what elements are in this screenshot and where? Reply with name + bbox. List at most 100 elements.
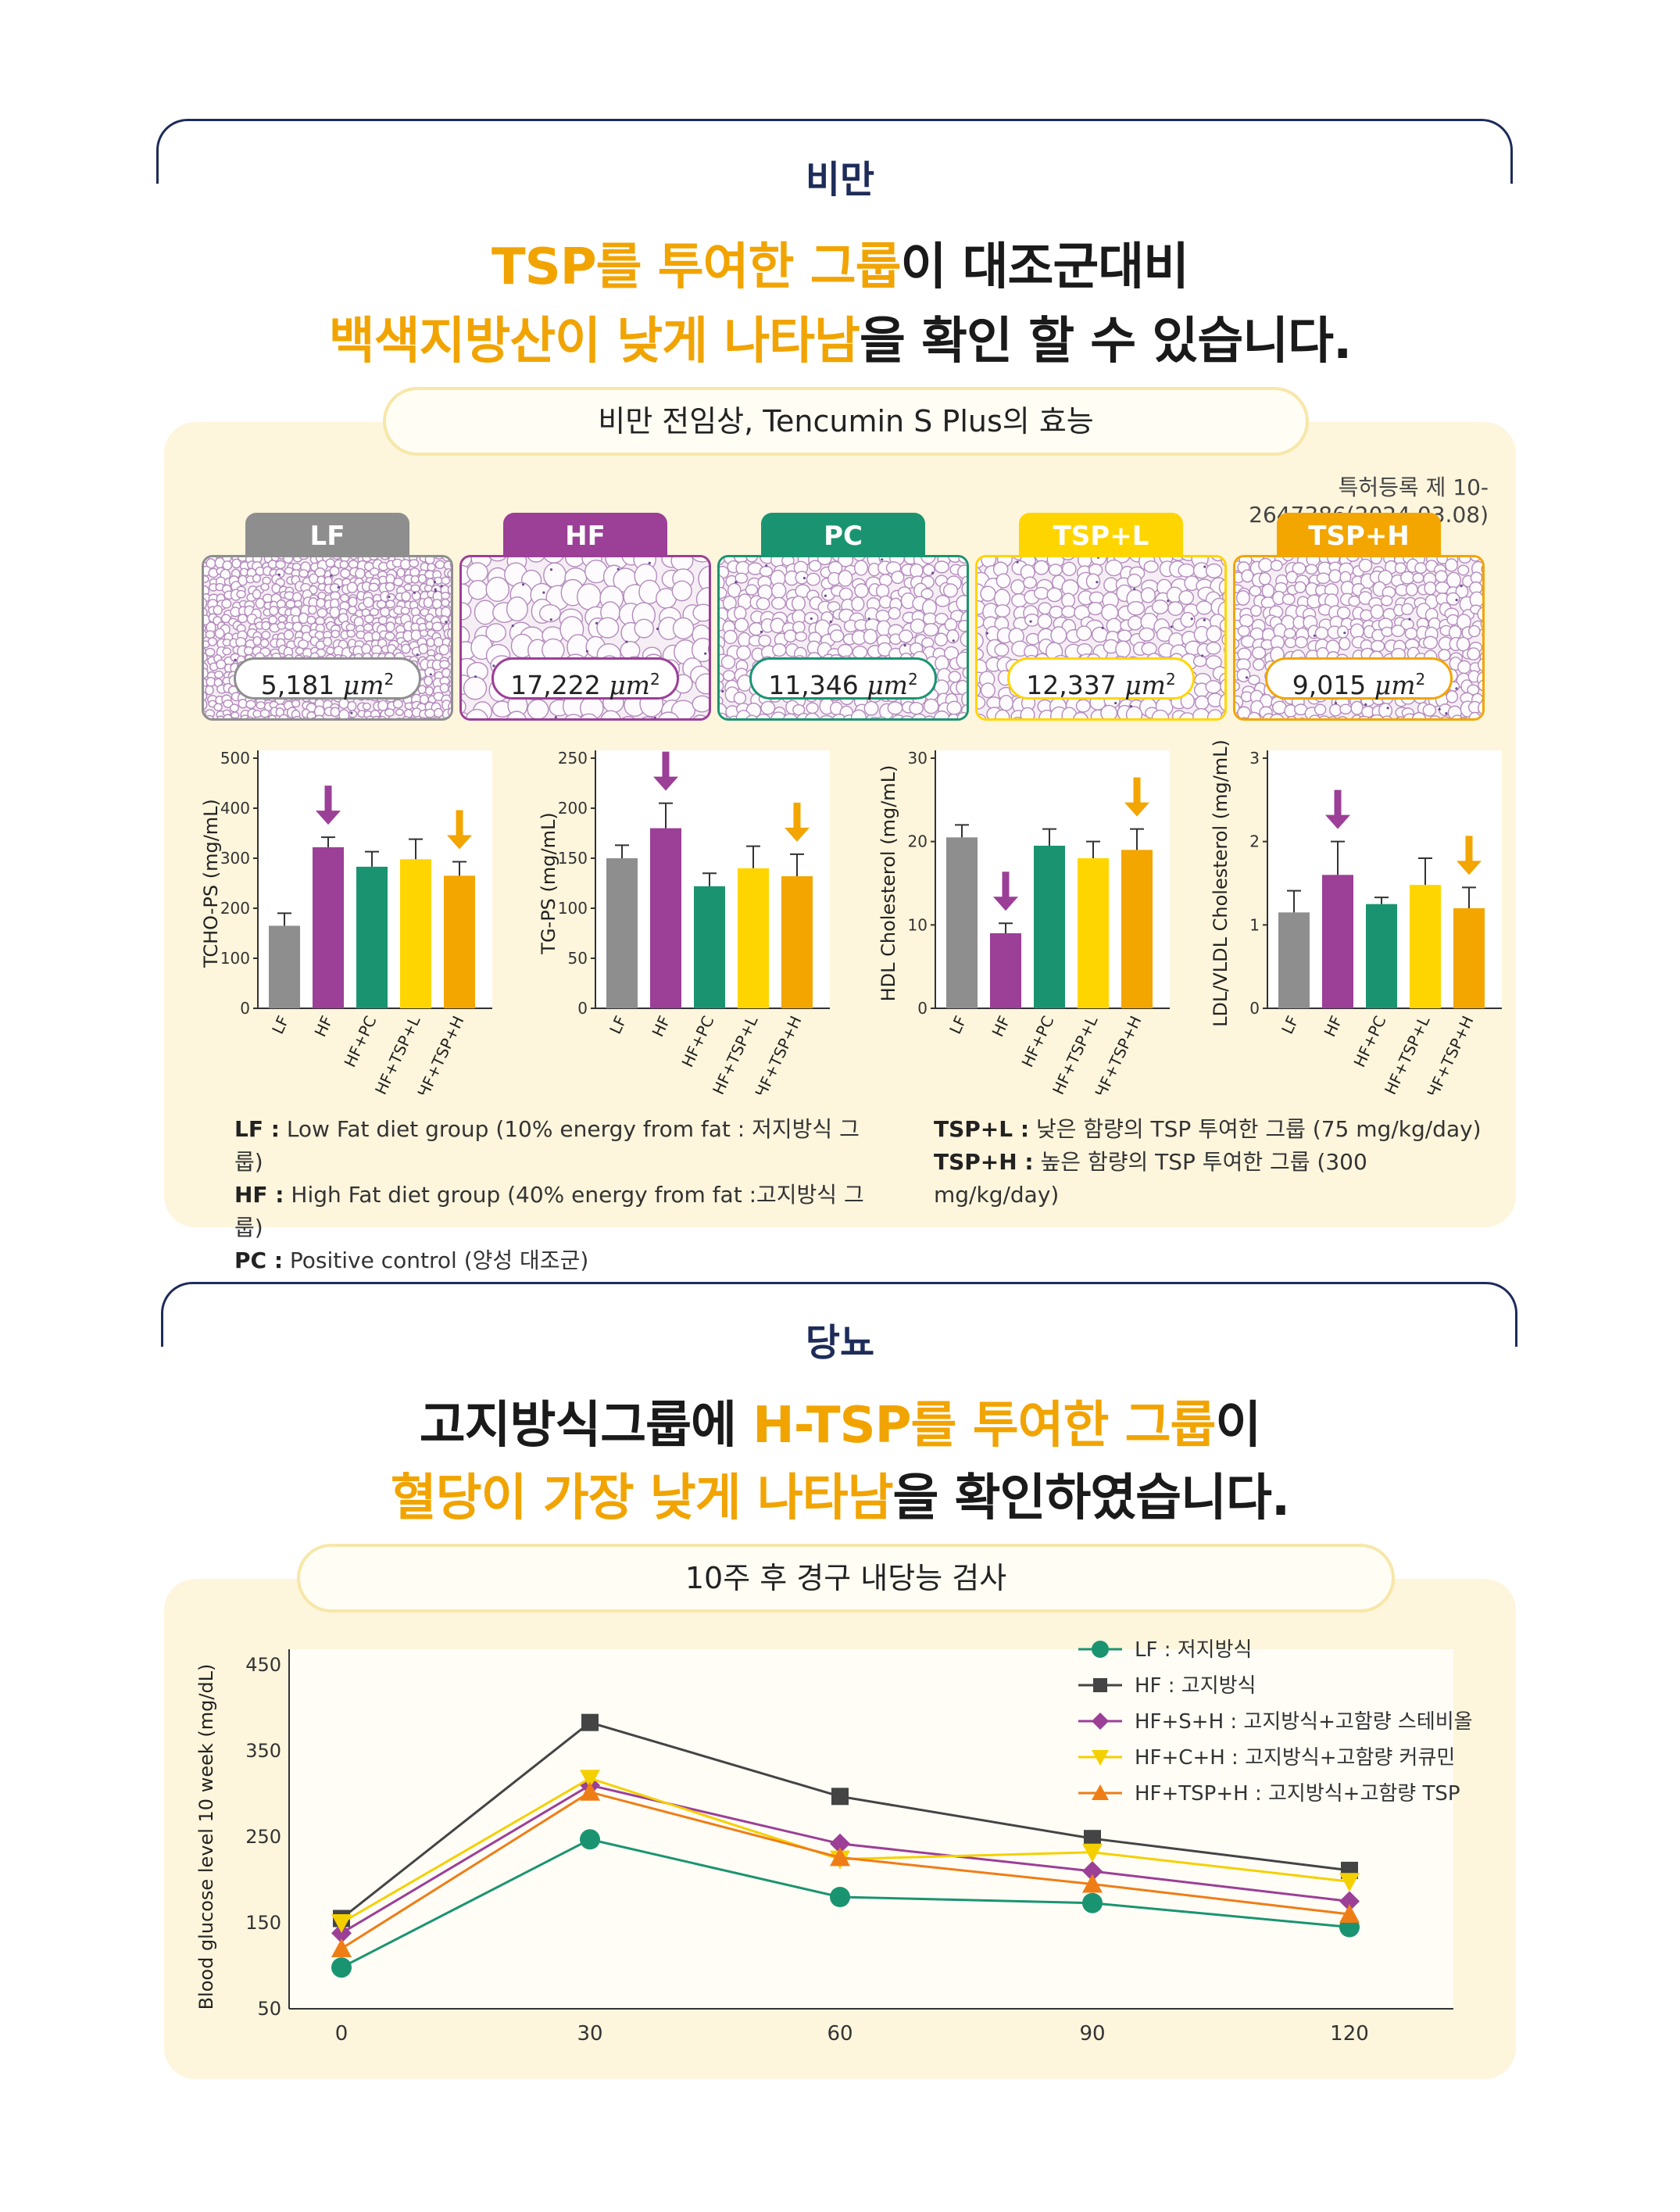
y-tick-label: 3 [1249,749,1260,768]
marker-diamond [1082,1861,1103,1881]
bar-hf-tsp-h [1121,850,1153,1008]
y-tick-label: 250 [245,1826,281,1848]
cell-area-value: 5,181 [260,670,335,700]
marker-circle [580,1829,600,1850]
headline-text: 을 확인 할 수 있습니다. [859,313,1352,370]
y-tick-label: 0 [577,999,588,1018]
x-tick-label: HF+PC [340,1013,380,1070]
legend-lf: LF : Low Fat diet group (10% energy from… [234,1116,860,1175]
marker-triangle-up [830,1847,850,1867]
x-tick-label: LF [1278,1013,1302,1037]
section-label-obesity: 비만 [805,158,875,202]
obesity-legend-left: LF : Low Fat diet group (10% energy from… [234,1113,875,1277]
legend-label: LF : 저지방식 [1135,1638,1252,1662]
marker-triangle-up [331,1938,352,1957]
cell-area-unit: μm [609,670,650,700]
legend-label: HF+TSP+H : 고지방식+고함량 TSP [1135,1782,1460,1806]
y-axis-label: HDL Cholesterol (mg/mL) [878,765,899,1002]
down-arrow-head-icon [1325,814,1350,829]
y-axis-label: TG-PS (mg/mL) [538,812,559,954]
bar-hf-tsp-l [400,859,431,1008]
x-tick-label: HF+TSP+L [1381,1012,1434,1094]
headline-text: 이 [1215,1397,1261,1455]
headline-text: 을 확인하였습니다. [892,1469,1291,1527]
headline-text: 고지방식그룹에 [419,1397,753,1455]
x-tick-label: 30 [577,2022,602,2046]
histology-image: 12,337 μm2 [975,555,1227,721]
bar-lf [269,925,300,1008]
cell-area-unit: μm [1374,670,1416,700]
legend-item: HF+S+H : 고지방식+고함량 스테비올 [1078,1710,1473,1734]
marker-triangle-down [331,1914,352,1933]
x-tick-label: LF [945,1013,970,1037]
cell-area-unit-sup: 2 [1415,670,1426,689]
bar-hf-tsp-l [1410,885,1441,1008]
down-arrow-head-icon [447,835,472,850]
legend-pc: PC : Positive control (양성 대조군) [234,1247,589,1273]
down-arrow-head-icon [316,811,341,825]
cell-area-unit-sup: 2 [384,670,395,689]
legend-item: LF : 저지방식 [1078,1638,1252,1662]
marker-square [1084,1830,1101,1848]
group-tab-tsp-h: TSP+H [1277,513,1441,557]
bar-hf-tsp-h [781,876,813,1008]
x-tick-label: HF+TSP+L [1049,1012,1102,1094]
legend-hf: HF : High Fat diet group (40% energy fro… [234,1182,864,1240]
x-tick-label: LF [268,1013,292,1037]
y-axis-label: TCHO-PS (mg/mL) [200,799,222,968]
x-tick-label: 90 [1079,2022,1105,2046]
bar-hf-pc [1366,904,1397,1008]
x-tick-label: HF [649,1013,674,1040]
y-tick-label: 100 [558,899,588,918]
down-arrow-head-icon [785,827,810,842]
obesity-headline-line2: 백색지방산이 낮게 나타남을 확인 할 수 있습니다. [0,301,1680,373]
bar-lf [606,858,638,1008]
series-triangle-up [331,1781,1360,1957]
y-tick-label: 300 [220,849,250,868]
cell-area-unit-sup: 2 [907,670,918,689]
marker-triangle-down [1092,1750,1109,1766]
diabetes-headline-line1: 고지방식그룹에 H-TSP를 투여한 그룹이 [0,1385,1680,1457]
marker-triangle-down [1082,1843,1103,1863]
plot-background [289,1649,1453,2009]
legend-label: HF+C+H : 고지방식+고함량 커큐민 [1135,1746,1455,1770]
y-tick-label: 150 [245,1912,281,1934]
legend-label: HF : 고지방식 [1135,1674,1256,1698]
y-tick-label: 2 [1249,832,1260,851]
cell-area-unit: μm [1124,670,1166,700]
section-bracket-diabetes [161,1282,1517,1347]
y-tick-label: 0 [917,999,928,1018]
y-tick-label: 30 [908,749,928,768]
y-tick-label: 150 [558,849,588,868]
histology-image: 9,015 μm2 [1233,555,1485,721]
marker-diamond [1092,1713,1109,1730]
legend-label: HF+S+H : 고지방식+고함량 스테비올 [1135,1710,1473,1734]
x-tick-label: 60 [827,2022,853,2046]
x-tick-label: HF [1321,1013,1346,1040]
y-tick-label: 100 [220,949,250,968]
obesity-legend-right: TSP+L : 낮은 함량의 TSP 투여한 그룹 (75 mg/kg/day)… [934,1113,1496,1212]
marker-triangle-up [1339,1904,1360,1923]
section-bracket-obesity [156,119,1513,184]
legend-tsp-l: TSP+L : 낮은 함량의 TSP 투여한 그룹 (75 mg/kg/day) [934,1116,1482,1142]
y-tick-label: 0 [240,999,250,1018]
obesity-headline-line1: TSP를 투여한 그룹이 대조군대비 [0,227,1680,299]
bar-hf [990,933,1021,1008]
y-tick-label: 20 [908,832,928,851]
headline-text: 이 대조군대비 [900,238,1189,296]
group-tab-pc: PC [761,513,925,557]
headline-highlight: 혈당이 가장 낮게 나타남 [390,1469,894,1527]
marker-circle [1092,1641,1109,1658]
cell-area-label: 9,015 μm2 [1265,657,1453,700]
y-tick-label: 500 [220,749,250,768]
y-axis-label: Blood glucose level 10 week (mg/dL) [195,1664,217,2010]
legend-item: HF : 고지방식 [1078,1674,1256,1698]
marker-square [1093,1678,1107,1692]
bar-chart-4: 0 1 2 3 LDL/VLDL Cholesterol (mg/mL) LF HF HF+P… [1210,739,1502,1094]
down-arrow-head-icon [1457,861,1482,875]
x-tick-label: HF+PC [1349,1013,1389,1070]
bar-hf-tsp-h [444,875,475,1008]
y-tick-label: 0 [1249,999,1260,1018]
y-axis-label: LDL/VLDL Cholesterol (mg/mL) [1210,739,1231,1027]
marker-triangle-up [580,1781,600,1801]
